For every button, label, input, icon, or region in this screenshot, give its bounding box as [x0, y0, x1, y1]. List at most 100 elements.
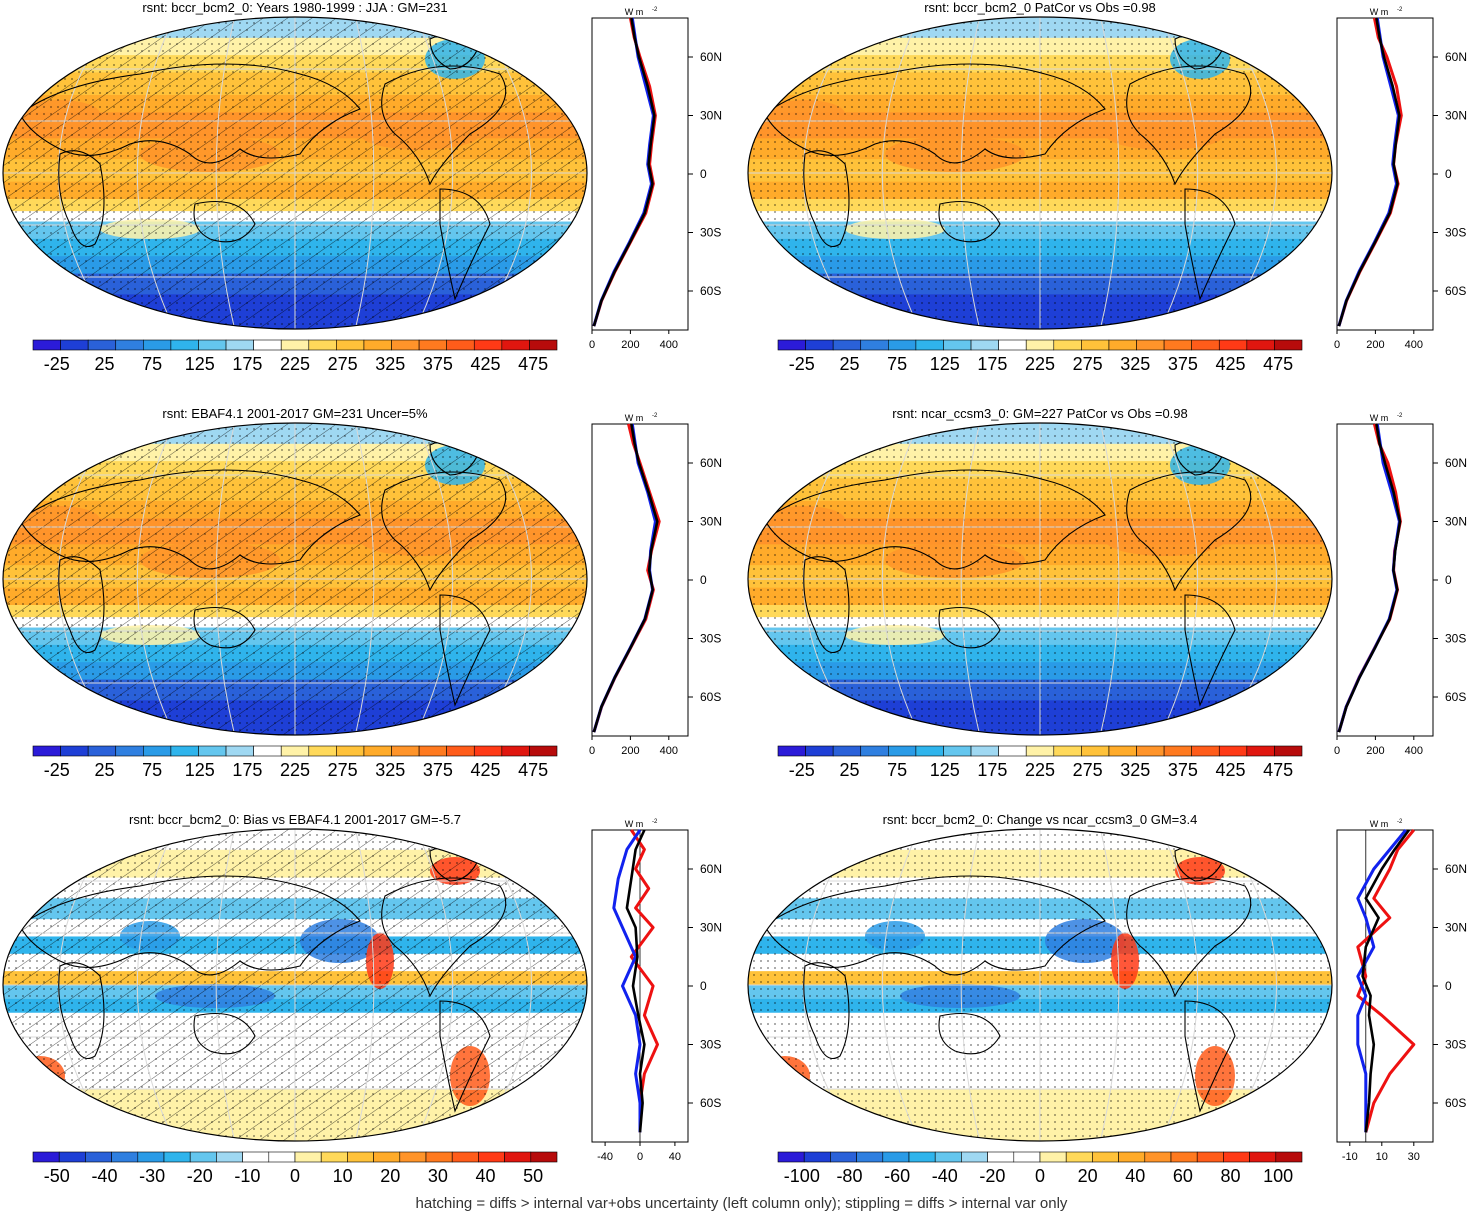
colorbar-swatch [1053, 339, 1082, 351]
panel-bcm2-climatology: rsnt: bccr_bcm2_0: Years 1980-1999 : JJA… [0, 0, 740, 400]
coastline [803, 150, 850, 248]
graticule-lon [960, 423, 981, 735]
colorbar-swatch [280, 339, 310, 351]
lat-tick-label: 0 [700, 979, 707, 993]
coastline [19, 469, 361, 570]
colorbar-swatch [805, 745, 834, 757]
colorbar-swatch [1065, 1151, 1093, 1163]
colorbar-swatch [60, 745, 89, 757]
colorbar-label: 375 [1168, 760, 1198, 780]
panel-title: rsnt: bccr_bcm2_0 PatCor vs Obs =0.98 [924, 0, 1156, 15]
colorbar-swatch [1039, 1151, 1067, 1163]
colorbar-swatch [1081, 745, 1110, 757]
zonal-mean-profile: W m -2 60N 30N 0 30S 60S -10 10 30 [1336, 819, 1467, 1163]
colorbar-swatch [777, 339, 806, 351]
profile-unit-exp: -2 [1397, 7, 1403, 13]
graticule-lon [881, 829, 920, 1141]
coastline [381, 65, 507, 186]
colorbar-label: 40 [1125, 1166, 1145, 1186]
x-tick-label: 200 [621, 339, 639, 351]
coastline [19, 875, 361, 976]
graticule-lon [215, 423, 236, 735]
colorbar-label: -100 [784, 1166, 820, 1186]
colorbar-label: 325 [1120, 760, 1150, 780]
colorbar-swatch [1144, 1151, 1172, 1163]
x-tick-label: 30 [1408, 1151, 1420, 1163]
x-tick-label: 40 [669, 1151, 681, 1163]
profile-unit: W m [625, 413, 644, 423]
graticule-lon [1160, 423, 1199, 735]
colorbar-swatch [425, 1151, 453, 1163]
coastline [381, 877, 507, 998]
colorbar-swatch [777, 1151, 805, 1163]
x-tick-label: 200 [1366, 745, 1384, 757]
coastline [19, 63, 361, 164]
colorbar-swatch [998, 745, 1027, 757]
colorbar-label: 175 [232, 760, 262, 780]
graticule-lon [1099, 829, 1120, 1141]
colorbar-swatch [915, 339, 944, 351]
graticule-lon [1099, 17, 1120, 329]
colorbar-swatch [832, 745, 862, 757]
colorbar-swatch [860, 339, 889, 351]
map-projection [747, 422, 1333, 736]
colorbar-label: 425 [471, 760, 501, 780]
map-projection [747, 16, 1333, 330]
colorbar-swatch [1136, 339, 1165, 351]
colorbar-label: 30 [428, 1166, 448, 1186]
coastline [764, 875, 1106, 976]
colorbar-label: 175 [232, 354, 262, 374]
x-tick-label: 0 [1334, 339, 1340, 351]
lat-tick-label: 0 [700, 167, 707, 181]
colorbar-label: 100 [1263, 1166, 1293, 1186]
colorbar-swatch [888, 745, 917, 757]
colorbar-swatch [1108, 745, 1137, 757]
colorbar-swatch [363, 339, 392, 351]
colorbar-swatch [336, 745, 365, 757]
graticule-lon [415, 829, 454, 1141]
graticule-lon [1160, 17, 1199, 329]
colorbar-swatch [970, 745, 999, 757]
lat-tick-label: 30N [700, 921, 722, 935]
coastline [58, 150, 105, 248]
colorbar-label: 425 [1216, 354, 1246, 374]
colorbar-swatch [446, 745, 475, 757]
lat-tick-label: 60N [700, 862, 722, 876]
colorbar-label: -20 [979, 1166, 1005, 1186]
graticule-lon [415, 423, 454, 735]
colorbar-swatch [473, 745, 503, 757]
x-tick-label: 400 [1405, 339, 1423, 351]
panel-ccsm3-patcor: rsnt: ncar_ccsm3_0: GM=227 PatCor vs Obs… [745, 406, 1483, 806]
colorbar-label: 75 [887, 760, 907, 780]
colorbar-swatch [777, 745, 806, 757]
colorbar-swatch [998, 339, 1027, 351]
profile-unit: W m [1370, 413, 1389, 423]
colorbar-label: 425 [1216, 760, 1246, 780]
map-border [2, 828, 588, 1142]
colorbar-swatch [347, 1151, 374, 1163]
colorbar-swatch [308, 745, 337, 757]
graticule-lon [354, 829, 375, 1141]
map-projection [2, 828, 588, 1142]
colorbar-label: 25 [839, 354, 859, 374]
colorbar-swatch [530, 1151, 558, 1163]
colorbar-label: 75 [142, 354, 162, 374]
zonal-mean-profile: W m -2 60N 30N 0 30S 60S -40 0 40 [591, 819, 722, 1163]
lat-tick-label: 0 [1445, 167, 1452, 181]
colorbar-swatch [1013, 1151, 1041, 1163]
x-tick-label: 400 [660, 745, 678, 757]
profile-line-black [625, 829, 646, 1133]
colorbar-label: 175 [977, 760, 1007, 780]
colorbar-label: -30 [139, 1166, 165, 1186]
zonal-mean-profile: W m -2 60N 30N 0 30S 60S 0 200 400 [589, 7, 722, 351]
colorbar-swatch [198, 745, 227, 757]
graticule-lon [354, 423, 375, 735]
map-border [747, 422, 1333, 736]
profile-line-blue [1356, 829, 1407, 1133]
colorbar-swatch [504, 1151, 532, 1163]
colorbar-swatch [1274, 339, 1303, 351]
colorbar-swatch [1274, 745, 1303, 757]
lat-tick-label: 30N [1445, 109, 1467, 123]
x-tick-label: 10 [1376, 1151, 1388, 1163]
coastline [58, 962, 105, 1060]
